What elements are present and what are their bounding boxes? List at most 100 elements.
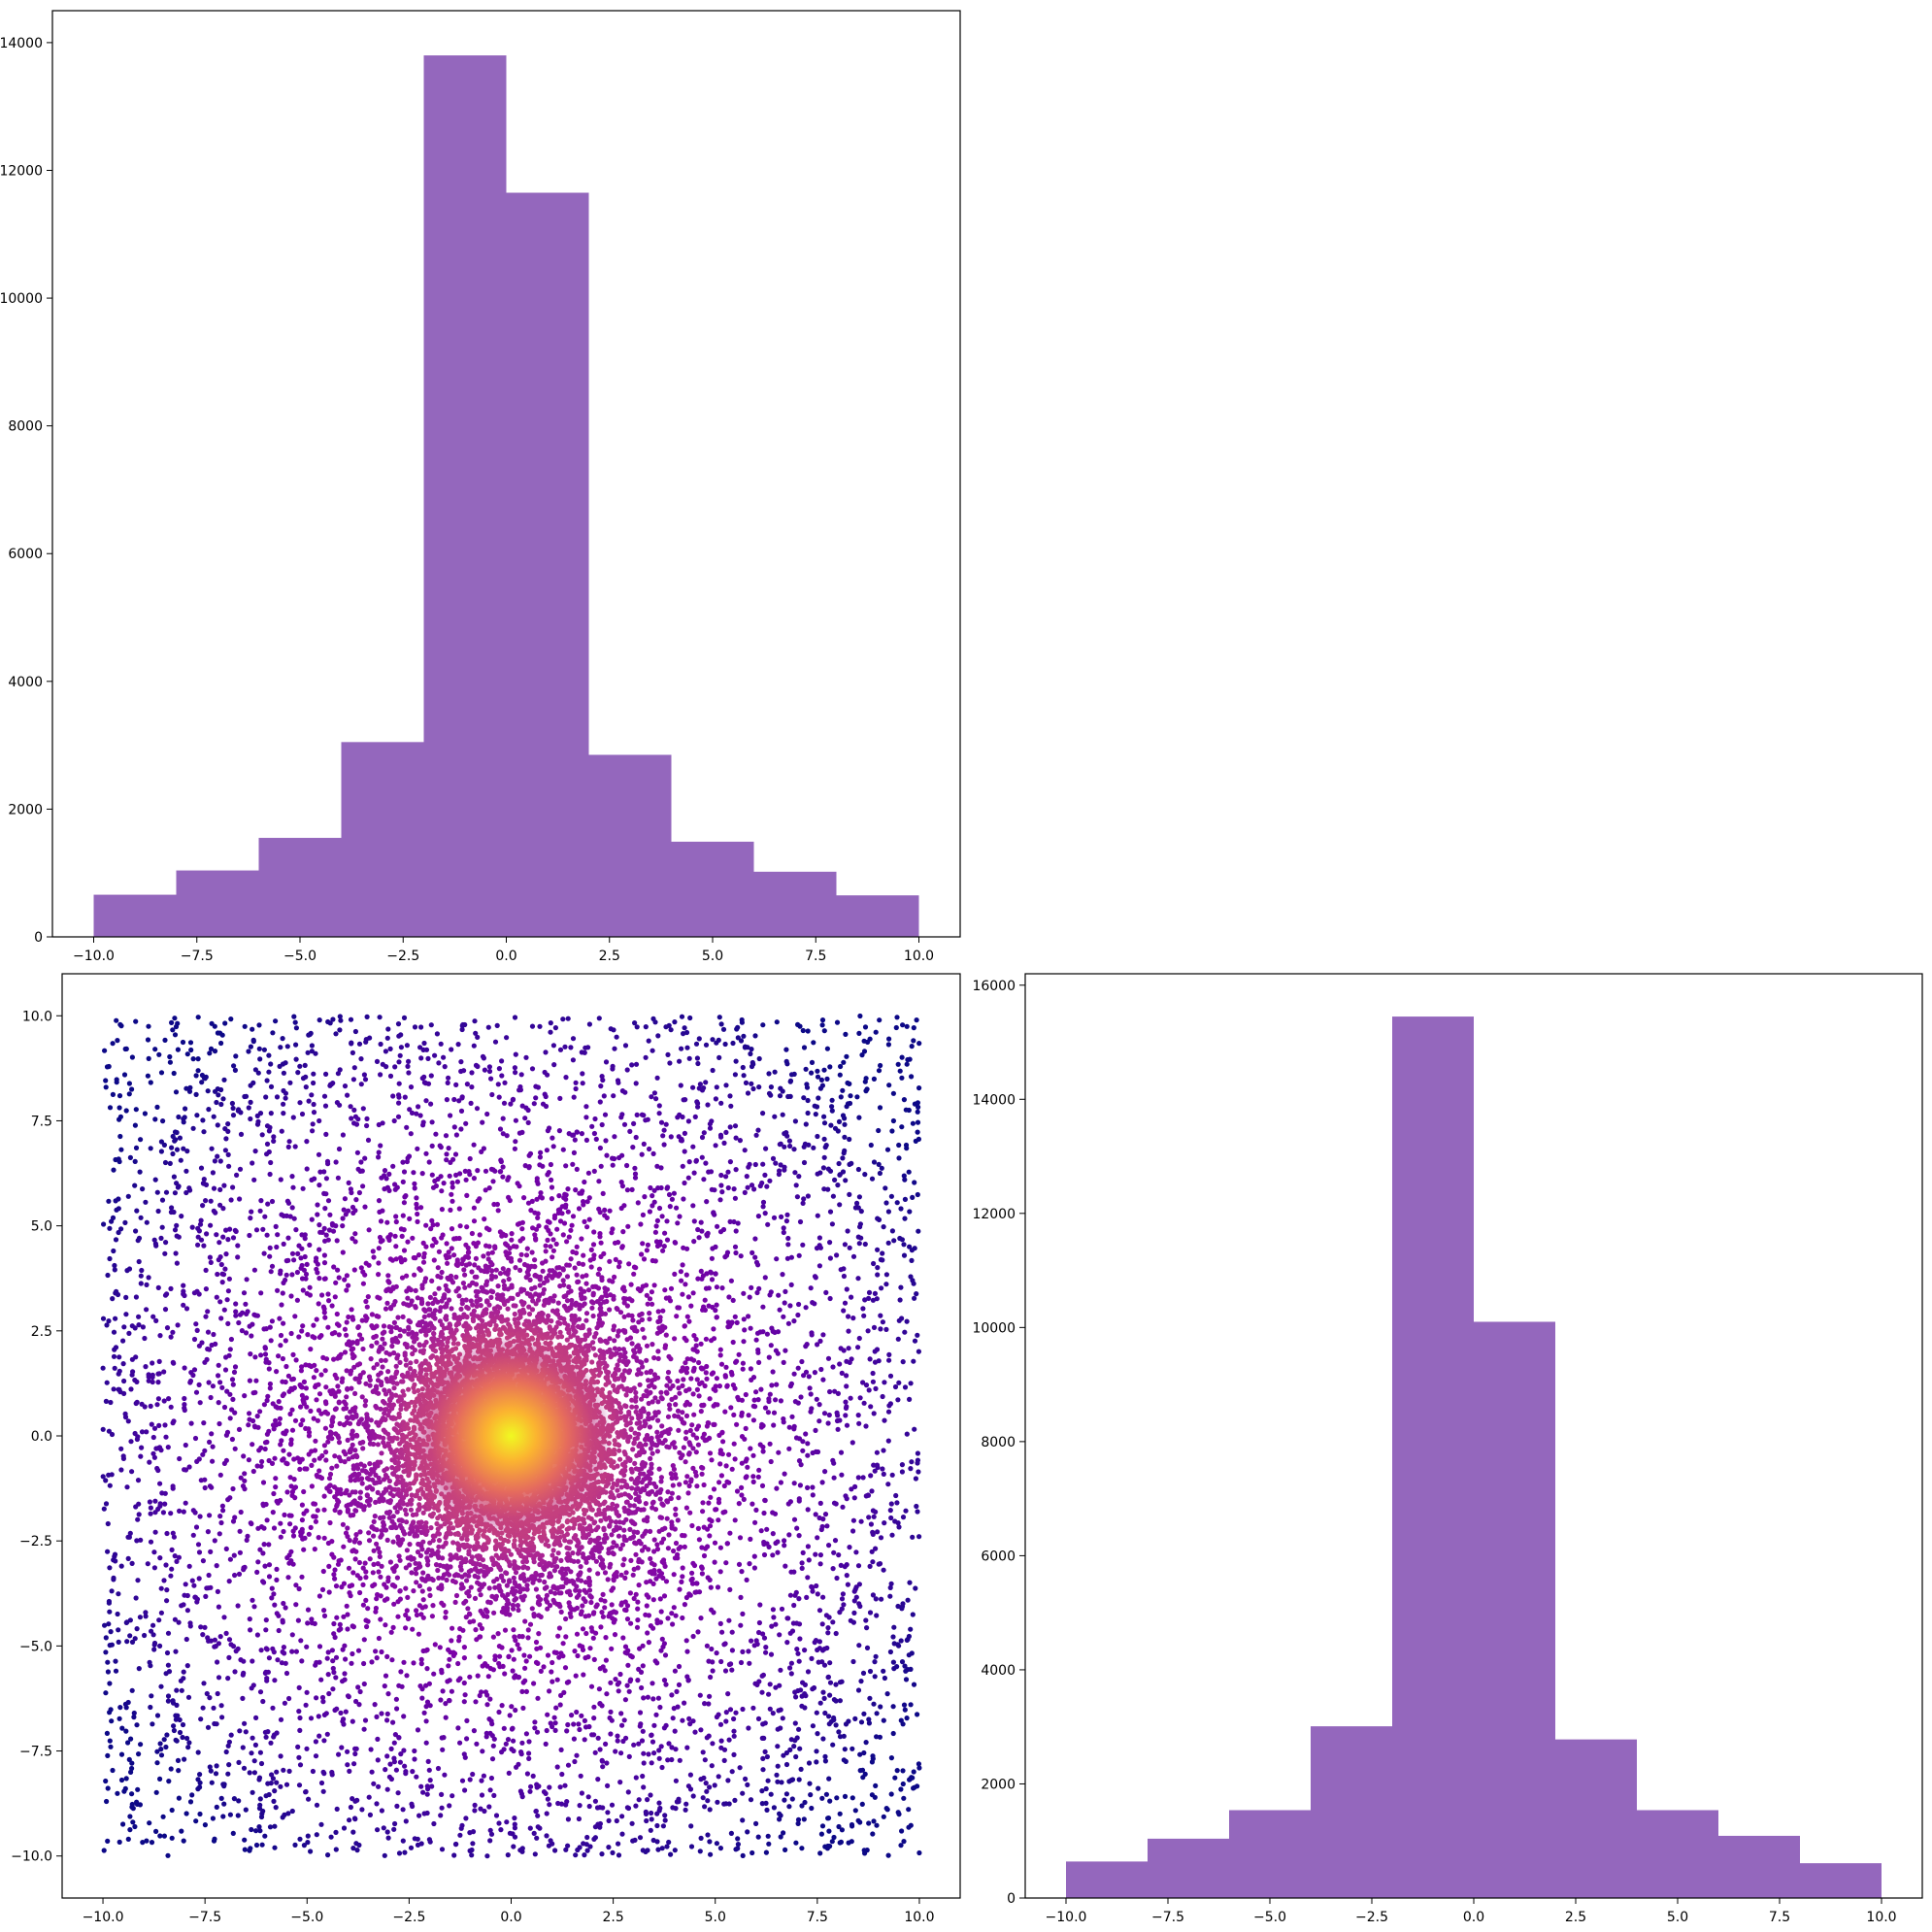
scatter-point xyxy=(798,1766,804,1772)
scatter-point xyxy=(743,1776,749,1782)
scatter-point xyxy=(170,1698,176,1704)
scatter-point xyxy=(225,1288,231,1294)
scatter-point xyxy=(248,1846,253,1851)
scatter-point xyxy=(153,1828,159,1834)
scatter-point xyxy=(396,1735,402,1741)
scatter-point xyxy=(755,1834,761,1840)
scatter-point xyxy=(580,1081,585,1086)
scatter-point xyxy=(872,1468,878,1474)
scatter-point xyxy=(743,1391,749,1398)
scatter-point xyxy=(250,1160,255,1166)
y-tick-label: 0 xyxy=(34,930,43,946)
scatter-point xyxy=(714,1315,719,1320)
scatter-point xyxy=(316,1714,321,1719)
scatter-point xyxy=(312,1620,317,1626)
scatter-point xyxy=(888,1501,894,1507)
scatter-point xyxy=(760,1199,767,1205)
scatter-point xyxy=(155,1396,161,1402)
scatter-point xyxy=(134,1379,140,1384)
scatter-point xyxy=(424,1791,430,1797)
scatter-point xyxy=(150,1434,156,1441)
scatter-point xyxy=(610,1162,616,1168)
scatter-point xyxy=(329,1303,335,1309)
scatter-point xyxy=(301,1843,307,1849)
scatter-point xyxy=(157,1555,163,1561)
scatter-point xyxy=(138,1537,144,1543)
scatter-point xyxy=(596,1686,603,1692)
scatter-point xyxy=(414,1201,419,1207)
scatter-point xyxy=(701,1177,707,1183)
scatter-point xyxy=(833,1722,839,1728)
scatter-point xyxy=(609,1230,615,1236)
scatter-point xyxy=(238,1475,244,1481)
scatter-point xyxy=(195,1015,201,1020)
scatter-point xyxy=(517,1788,524,1794)
scatter-point xyxy=(327,1519,333,1526)
scatter-point xyxy=(870,1370,876,1377)
scatter-point xyxy=(570,1214,577,1219)
scatter-point xyxy=(125,1699,131,1706)
scatter-point xyxy=(760,1755,766,1761)
scatter-point xyxy=(183,1636,189,1643)
scatter-point xyxy=(861,1038,867,1044)
scatter-point xyxy=(583,1115,589,1120)
scatter-point xyxy=(584,1224,590,1230)
scatter-point xyxy=(233,1301,239,1307)
scatter-point xyxy=(563,1196,569,1202)
scatter-point xyxy=(830,1364,836,1370)
scatter-point xyxy=(450,1180,455,1185)
scatter-point xyxy=(851,1598,857,1604)
scatter-point xyxy=(242,1393,248,1399)
scatter-point xyxy=(428,1101,434,1107)
scatter-point xyxy=(860,1475,866,1481)
scatter-point xyxy=(732,1244,739,1249)
scatter-point xyxy=(775,1779,781,1784)
scatter-point xyxy=(145,1073,150,1079)
scatter-point xyxy=(439,1207,445,1213)
scatter-point xyxy=(333,1654,340,1660)
scatter-point xyxy=(537,1154,544,1160)
scatter-point xyxy=(556,1128,563,1134)
scatter-point xyxy=(815,1731,820,1737)
scatter-point xyxy=(618,1115,624,1120)
scatter-point xyxy=(490,1743,496,1749)
scatter-point xyxy=(819,1823,826,1829)
scatter-point xyxy=(169,1807,175,1814)
scatter-point xyxy=(635,1200,641,1206)
scatter-point xyxy=(823,1289,829,1295)
scatter-point xyxy=(741,1073,747,1079)
scatter-point xyxy=(579,1049,584,1055)
scatter-point xyxy=(230,1644,237,1649)
scatter-point xyxy=(831,1475,837,1481)
scatter-point xyxy=(797,1746,803,1751)
scatter-point xyxy=(616,1080,621,1085)
scatter-point xyxy=(286,1695,292,1702)
scatter-point xyxy=(455,1042,461,1048)
scatter-point xyxy=(887,1584,893,1590)
scatter-point xyxy=(422,1604,428,1610)
scatter-point xyxy=(559,1771,565,1778)
scatter-point xyxy=(172,1138,178,1144)
scatter-point xyxy=(910,1534,916,1540)
scatter-point xyxy=(640,1848,646,1853)
scatter-point xyxy=(675,1220,681,1226)
scatter-point xyxy=(700,1509,706,1515)
scatter-point xyxy=(788,1072,795,1078)
scatter-point xyxy=(183,1106,188,1112)
scatter-point xyxy=(340,1647,346,1652)
scatter-point xyxy=(874,1734,880,1740)
scatter-point xyxy=(768,1084,775,1090)
scatter-point xyxy=(160,1814,166,1819)
scatter-point xyxy=(694,1386,701,1392)
scatter-point xyxy=(867,1610,874,1616)
scatter-point xyxy=(714,1284,720,1290)
scatter-point xyxy=(750,1417,757,1423)
scatter-point xyxy=(164,1649,171,1656)
scatter-point xyxy=(783,1761,790,1768)
scatter-point xyxy=(565,1762,572,1768)
scatter-point xyxy=(197,1772,203,1778)
scatter-point xyxy=(367,1812,373,1817)
scatter-point xyxy=(888,1193,895,1199)
scatter-point xyxy=(714,1302,719,1308)
scatter-point xyxy=(849,1821,855,1828)
